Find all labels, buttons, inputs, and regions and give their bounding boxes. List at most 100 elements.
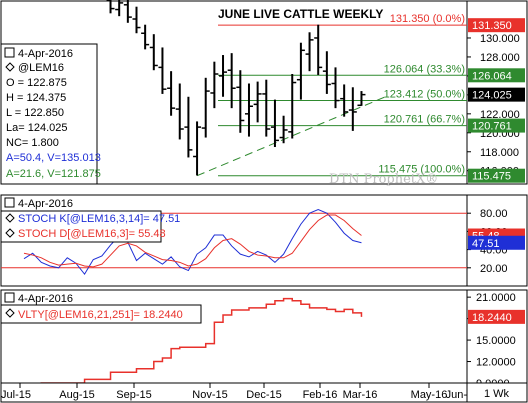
info-moving-average-1: A=50.4, V=135.013	[6, 152, 101, 164]
panel-toggle-icon[interactable]	[4, 292, 15, 303]
vlty-tick-label: 15.0000	[476, 335, 516, 347]
price-axis-badge-text: 124.025	[472, 90, 512, 102]
fib-level-label: 115.475 (100.0%)	[378, 164, 465, 176]
x-tick-label: May-16	[411, 389, 448, 401]
watermark: DTN ProphetX®	[329, 172, 438, 187]
ohlc-bars	[106, 0, 366, 176]
stoch-date: 4-Apr-2016	[18, 198, 73, 210]
stoch-k-label: STOCH K[@LEM16,3,14]= 47.51	[18, 213, 180, 225]
ohlc-bar	[210, 61, 219, 109]
panel-toggle-icon[interactable]	[4, 47, 15, 58]
price-tick-label: 128.000	[480, 52, 520, 64]
info-high: H = 124.375	[6, 92, 66, 104]
ohlc-bar	[184, 96, 193, 158]
ohlc-bar	[279, 115, 288, 144]
fib-level-label: 126.064 (33.3%)	[384, 63, 465, 75]
price-axis-badge-background	[468, 68, 525, 83]
x-tick-label: Sep-15	[116, 389, 151, 401]
info-low: L = 122.850	[6, 107, 64, 119]
timeframe-button[interactable]	[466, 382, 528, 403]
ohlc-bar	[141, 24, 150, 50]
ohlc-bar	[322, 51, 331, 94]
info-symbol: @LEM16	[18, 62, 64, 74]
info-moving-average-2: A=21.6, V=121.875	[6, 168, 101, 180]
ohlc-bar	[314, 24, 323, 75]
price-axis-badge-text: 126.064	[472, 70, 512, 82]
price-axis-badge-background	[468, 18, 525, 33]
stoch-axis-badge-background	[468, 235, 525, 250]
ohlc-bar	[357, 91, 366, 107]
diamond-icon	[5, 213, 15, 223]
price-tick-label: 122.000	[480, 109, 520, 121]
price-axis-badge-text: 131.350	[472, 20, 512, 32]
ohlc-bar	[262, 79, 271, 137]
ohlc-bar	[340, 84, 349, 117]
vlty-lines	[24, 297, 363, 388]
ohlc-info-box: 4-Apr-2016 @LEM16 O = 122.875 H = 124.37…	[0, 43, 101, 185]
ohlc-bar	[227, 53, 236, 109]
price-axis-badges: 131.350 126.064 124.025 120.761 115.475	[468, 18, 525, 183]
price-axis-badge-text: 115.475	[472, 171, 511, 183]
ohlc-bar	[132, 6, 141, 34]
stoch-legend: 4-Apr-2016 STOCH K[@LEM16,3,14]= 47.51 S…	[0, 197, 180, 243]
info-net-change: NC= 1.800	[6, 137, 59, 149]
x-tick-label: Jul-15	[1, 389, 31, 401]
vlty-label: VLTY[@LEM16,21,251]= 18.2440	[18, 309, 183, 321]
stoch-d-line	[23, 214, 362, 268]
vlty-date: 4-Apr-2016	[18, 293, 73, 305]
timeframe-label[interactable]: 1 Wk	[484, 388, 510, 400]
x-tick-label: Dec-15	[246, 389, 281, 401]
price-axis-badge: 126.064	[468, 68, 525, 83]
ohlc-bar	[123, 0, 132, 23]
x-tick-label: Nov-15	[192, 389, 227, 401]
ohlc-bar	[348, 87, 357, 131]
ohlc-bar	[331, 67, 340, 109]
vlty-axis-badge: 18.2440	[468, 309, 525, 324]
panel-toggle-icon[interactable]	[4, 197, 15, 208]
price-axis-badge: 120.761	[468, 118, 525, 133]
price-axis-badge-background	[468, 87, 525, 102]
price-axis-badge: 115.475	[468, 168, 525, 183]
vlty-tick-label: 21.0000	[476, 292, 516, 304]
ohlc-bar	[288, 74, 297, 139]
ohlc-bar	[175, 83, 184, 140]
diamond-icon	[5, 62, 15, 72]
ohlc-bar	[244, 83, 253, 137]
x-tick-label: Aug-15	[59, 389, 94, 401]
diamond-icon	[5, 228, 15, 238]
trendline	[196, 96, 386, 177]
vlty-axis-badges: 18.2440	[468, 309, 525, 324]
ohlc-bar	[253, 81, 262, 123]
ohlc-bar	[115, 0, 124, 17]
stoch-axis-badge: 47.51	[468, 235, 525, 250]
stoch-k-line	[23, 209, 362, 276]
volatility-line	[24, 297, 363, 388]
x-tick-label: Mar-16	[343, 389, 378, 401]
stoch-axis-badge-text: 47.51	[472, 238, 500, 250]
diamond-icon	[5, 308, 15, 318]
ohlc-bar	[149, 34, 158, 71]
fib-level-label: 123.412 (50.0%)	[384, 88, 465, 100]
price-axis-badge-background	[468, 118, 525, 133]
info-last: La= 124.025	[6, 122, 67, 134]
price-tick-label: 130.000	[480, 33, 520, 45]
info-date: 4-Apr-2016	[18, 48, 73, 60]
price-axis-badge: 124.025	[468, 87, 525, 102]
ohlc-bar	[219, 55, 228, 97]
price-tick-label: 118.000	[480, 147, 519, 159]
fib-level-label: 131.350 (0.0%)	[390, 13, 465, 25]
fib-level-label: 120.761 (66.7%)	[384, 114, 465, 126]
chart-title: JUNE LIVE CATTLE WEEKLY	[218, 7, 383, 21]
x-tick-label: Jun-	[446, 389, 468, 401]
price-axis-badge: 131.350	[468, 18, 525, 33]
x-axis-ticks: Jul-15 Aug-15 Sep-15 Nov-15 Dec-15 Feb-16 Mar-…	[1, 383, 468, 401]
vlty-axis-badge-text: 18.2440	[472, 312, 512, 324]
ohlc-bar	[167, 71, 176, 116]
x-tick-label: Feb-16	[303, 389, 338, 401]
ohlc-bar	[193, 121, 202, 176]
fibonacci-levels: 131.350 (0.0%) 126.064 (33.3%) 123.412 (50…	[196, 13, 467, 177]
vlty-axis-badge-background	[468, 309, 525, 324]
x-axis: Jul-15 Aug-15 Sep-15 Nov-15 Dec-15 Feb-16 Mar-…	[0, 382, 528, 403]
